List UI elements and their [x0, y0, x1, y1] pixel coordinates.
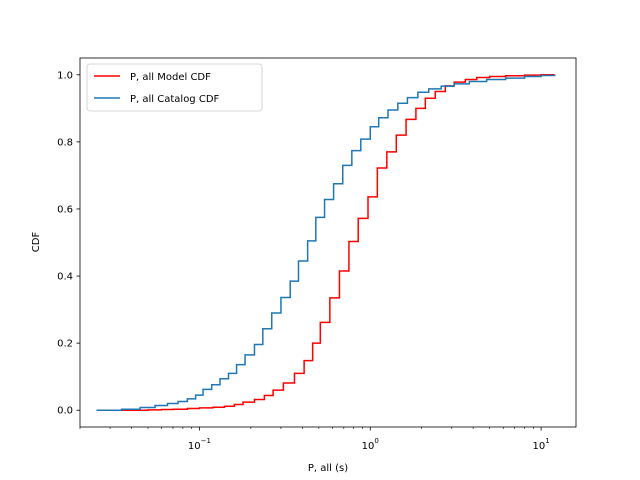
- x-tick-label: 101: [533, 437, 550, 452]
- series-layer: [96, 74, 556, 411]
- plot-area: [80, 58, 576, 427]
- y-axis-ticks: 0.0 0.2 0.4 0.6 0.8 1.0: [57, 70, 80, 417]
- series-line-1: [96, 74, 556, 411]
- legend-label-catalog: P, all Catalog CDF: [130, 94, 220, 105]
- y-tick-label: 0.6: [57, 204, 73, 215]
- y-tick-label: 0.0: [57, 406, 73, 417]
- x-axis-ticks: 10−1 100 101: [79, 427, 550, 452]
- x-tick-label: 100: [362, 437, 379, 452]
- y-axis-label: CDF: [31, 232, 42, 253]
- y-tick-label: 0.4: [57, 272, 73, 283]
- y-tick-label: 1.0: [57, 70, 73, 81]
- y-tick-label: 0.2: [57, 339, 73, 350]
- x-tick-label: 10−1: [188, 437, 211, 452]
- y-tick-label: 0.8: [57, 137, 73, 148]
- x-axis-label: P, all (s): [308, 463, 348, 474]
- plot-frame: [79, 57, 577, 428]
- legend-box: [86, 63, 263, 112]
- legend: P, all Model CDF P, all Catalog CDF: [86, 63, 263, 112]
- series-line-0: [96, 74, 555, 411]
- legend-label-model: P, all Model CDF: [130, 72, 211, 83]
